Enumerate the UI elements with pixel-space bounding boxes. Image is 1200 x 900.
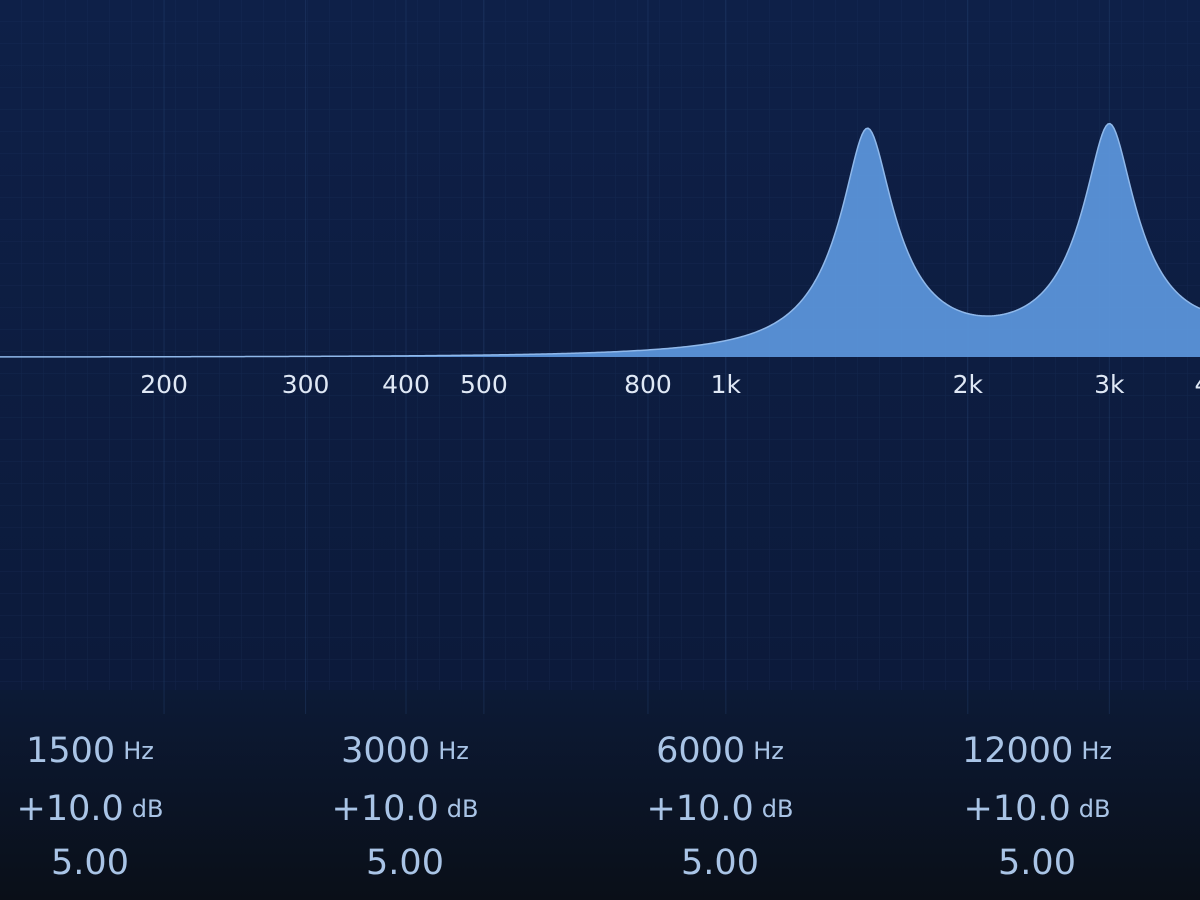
gain-value: +10.0 — [647, 789, 754, 829]
response-line — [0, 122, 1200, 358]
x-tick-label: 800 — [624, 370, 672, 399]
gain-unit: dB — [762, 795, 794, 823]
band-gain: +10.0 dB — [964, 789, 1111, 829]
band-gain: +10.0 dB — [647, 789, 794, 829]
frequency-unit: Hz — [438, 737, 469, 765]
x-tick-label: 500 — [460, 370, 508, 399]
gain-value: +10.0 — [17, 789, 124, 829]
band-frequency: 3000 Hz — [341, 731, 469, 771]
x-tick-label: 400 — [382, 370, 430, 399]
band-frequency: 6000 Hz — [656, 731, 784, 771]
band-panel — [0, 690, 1200, 900]
frequency-unit: Hz — [1081, 737, 1112, 765]
x-tick-label: 4k — [1195, 370, 1200, 399]
frequency-value: 3000 — [341, 731, 430, 771]
gain-value: +10.0 — [964, 789, 1071, 829]
x-tick-label: 1k — [711, 370, 742, 399]
frequency-unit: Hz — [123, 737, 154, 765]
band-q: 5.00 — [51, 843, 129, 883]
band-frequency: 1500 Hz — [26, 731, 154, 771]
frequency-value: 12000 — [962, 731, 1073, 771]
x-tick-label: 300 — [282, 370, 330, 399]
gain-unit: dB — [447, 795, 479, 823]
response-area — [0, 123, 1200, 358]
x-tick-label: 3k — [1094, 370, 1125, 399]
band-gain: +10.0 dB — [332, 789, 479, 829]
band-q: 5.00 — [366, 843, 444, 883]
frequency-value: 6000 — [656, 731, 745, 771]
gain-unit: dB — [1079, 795, 1111, 823]
band-q: 5.00 — [998, 843, 1076, 883]
band-gain: +10.0 dB — [17, 789, 164, 829]
x-tick-label: 2k — [953, 370, 984, 399]
band-frequency: 12000 Hz — [962, 731, 1112, 771]
band-q: 5.00 — [681, 843, 759, 883]
x-tick-label: 200 — [140, 370, 188, 399]
frequency-value: 1500 — [26, 731, 115, 771]
gain-value: +10.0 — [332, 789, 439, 829]
gain-unit: dB — [132, 795, 164, 823]
frequency-unit: Hz — [753, 737, 784, 765]
